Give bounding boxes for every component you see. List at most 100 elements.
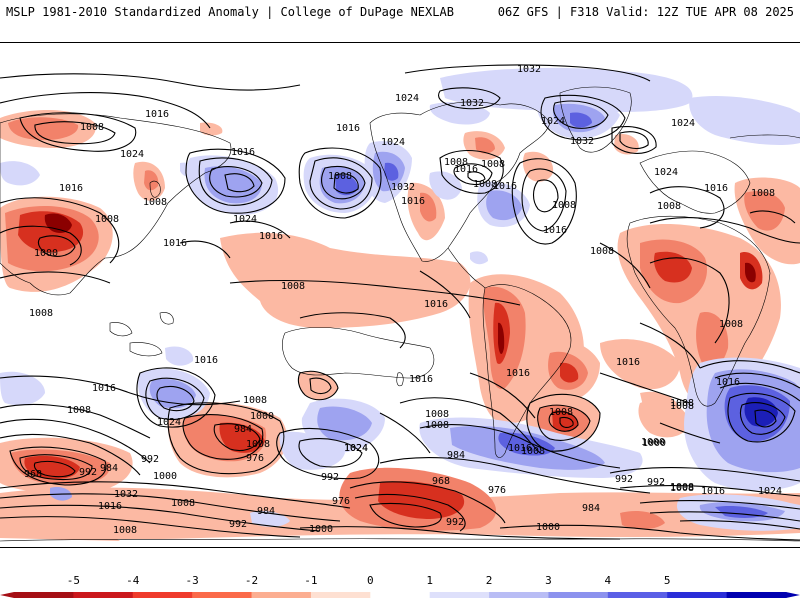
isobar-label: 1024 (157, 417, 181, 428)
isobar-label: 1008 (328, 171, 352, 182)
isobar-label: 1016 (259, 231, 283, 242)
colorbar-tick-label: -2 (245, 574, 258, 587)
isobar-label: 1016 (616, 357, 640, 368)
chart-title: MSLP 1981-2010 Standardized Anomaly | Co… (6, 5, 454, 19)
colorbar-tick-label: 3 (545, 574, 552, 587)
colorbar-segment (429, 592, 490, 598)
colorbar-tick-label: -4 (126, 574, 140, 587)
isobar-label: 1000 (34, 248, 58, 259)
isobar-label: 1032 (570, 136, 594, 147)
isobar-label: 1024 (344, 443, 368, 454)
isobar-label: 992 (647, 477, 665, 488)
colorbar-tick-label: 5 (664, 574, 671, 587)
isobar-label: 1024 (654, 167, 678, 178)
isobar-label: 1008 (171, 498, 195, 509)
isobar-label: 1008 (670, 398, 694, 409)
colorbar-right-arrow (786, 592, 800, 598)
isobar-label: 1024 (120, 149, 144, 160)
isobar-label: 1032 (391, 182, 415, 193)
isobar-label: 984 (100, 463, 118, 474)
isobar-label: 1008 (670, 483, 694, 494)
isobar-label: 1016 (163, 238, 187, 249)
colorbar-segment (667, 592, 728, 598)
model-run-info: 06Z GFS | F318 Valid: 12Z TUE APR 08 202… (497, 5, 794, 19)
isobar-label: 1008 (481, 159, 505, 170)
isobar-label: 968 (24, 469, 42, 480)
coastlines (0, 86, 800, 542)
isobar-label: 1016 (508, 443, 532, 454)
colorbar-tick-label: -1 (304, 574, 317, 587)
colorbar-segment (607, 592, 668, 598)
isobar-label: 1008 (425, 409, 449, 420)
isobar-label: 1000 (536, 522, 560, 533)
colorbar-segment (14, 592, 74, 598)
colorbar-tick-label: -5 (67, 574, 80, 587)
isobar-label: 976 (246, 453, 264, 464)
isobar-label: 1008 (243, 395, 267, 406)
isobar-label: 1024 (758, 486, 782, 497)
isobar-label: 1008 (67, 405, 91, 416)
isobar-label: 984 (582, 503, 600, 514)
isobar-label: 1000 (641, 437, 665, 448)
isobar-label: 968 (432, 476, 450, 487)
isobar-label: 1008 (425, 420, 449, 431)
isobar-label: 1016 (336, 123, 360, 134)
isobar-label: 1016 (543, 225, 567, 236)
isobar-label: 1016 (424, 299, 448, 310)
isobar-label: 1000 (250, 411, 274, 422)
isobar-label: 1000 (153, 471, 177, 482)
isobar-label: 1008 (552, 200, 576, 211)
isobar-label: 1032 (517, 64, 541, 75)
colorbar-tick-label: 4 (605, 574, 612, 587)
isobar-label: 1016 (98, 501, 122, 512)
isobar-label: 1032 (460, 98, 484, 109)
colorbar-tick-label: 0 (367, 574, 374, 587)
isobar-label: 1008 (95, 214, 119, 225)
isobar-label: 976 (488, 485, 506, 496)
isobar-label: 1008 (521, 446, 545, 457)
isobar-label: 1008 (246, 439, 270, 450)
positive-anomaly-shading (0, 67, 800, 531)
isobar-label: 1024 (395, 93, 419, 104)
isobar-label: 1008 (657, 201, 681, 212)
isobar-label: 1008 (473, 179, 497, 190)
isobar-label: 1000 (309, 524, 333, 535)
colorbar-tick-label: 2 (486, 574, 493, 587)
colorbar-segment (192, 592, 253, 598)
isobar-label: 1008 (281, 281, 305, 292)
isobar-label: 1016 (59, 183, 83, 194)
isobar-label: 1024 (671, 118, 695, 129)
isobar-label: 992 (229, 519, 247, 530)
colorbar-segment (73, 592, 134, 598)
isobar-label: 1008 (29, 308, 53, 319)
isobar-label: 992 (446, 517, 464, 528)
isobar-label: 984 (447, 450, 465, 461)
isobar-label: 1016 (194, 355, 218, 366)
isobar-label: 1016 (92, 383, 116, 394)
colorbar-segment (489, 592, 549, 598)
isobar-label: 1000 (642, 438, 666, 449)
isobar-label: 984 (234, 424, 252, 435)
colorbar-segment (132, 592, 193, 598)
isobar-label: 1008 (113, 525, 137, 536)
isobar-label: 1008 (719, 319, 743, 330)
isobar-label: 1016 (231, 147, 255, 158)
colorbar-tick-label: 1 (426, 574, 433, 587)
colorbar-segment (370, 592, 431, 598)
isobar-contours (0, 64, 800, 541)
isobar-label: 1008 (670, 401, 694, 412)
colorbar-segment (726, 592, 787, 598)
colorbar-segment (251, 592, 312, 598)
isobar-label: 1008 (444, 157, 468, 168)
isobar-label: 992 (321, 472, 339, 483)
isobar-label: 1008 (751, 188, 775, 199)
isobar-label: 1016 (716, 377, 740, 388)
colorbar-tick-label: -3 (186, 574, 199, 587)
anomaly-colorbar: -5 -4 -3 -2 -1 0 1 2 3 4 5 (0, 574, 800, 598)
isobar-label: 1016 (493, 181, 517, 192)
colorbar-segment (548, 592, 609, 598)
isobar-label: 1016 (409, 374, 433, 385)
isobar-label: 1024 (381, 137, 405, 148)
